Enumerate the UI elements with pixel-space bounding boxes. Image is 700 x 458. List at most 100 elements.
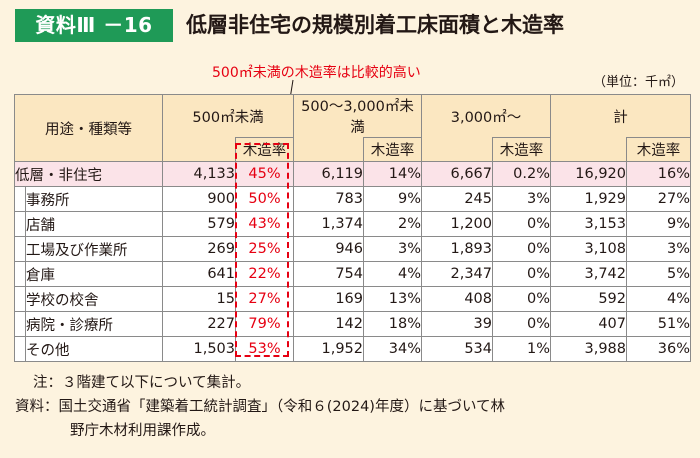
table-row: その他 1,503 53% 1,952 34% 534 1% 3,988 36% xyxy=(14,336,692,362)
table-cell: 5% xyxy=(626,261,692,287)
table-cell-highlight: 53% xyxy=(235,336,294,362)
table-cell: 169 xyxy=(293,286,364,312)
table-cell: 51% xyxy=(626,311,692,337)
table-cell: 269 xyxy=(162,236,236,262)
table-cell: 1,952 xyxy=(293,336,364,362)
table-cell: 946 xyxy=(293,236,364,262)
table-cell: 4,133 xyxy=(162,161,236,187)
table-cell: 3% xyxy=(363,236,422,262)
table-cell-highlight: 22% xyxy=(235,261,294,287)
table-cell: 754 xyxy=(293,261,364,287)
table-cell: 15 xyxy=(162,286,236,312)
table-cell: 534 xyxy=(421,336,493,362)
row-label: その他 xyxy=(25,336,163,362)
subheader-wood-rate: 木造率 xyxy=(491,137,552,162)
subheader-wood-rate: 木造率 xyxy=(363,137,422,162)
source-text: 資料：国土交通省「建築着工統計調査」（令和６(2024)年度）に基づいて林 xyxy=(15,399,506,415)
table-row: 学校の校舎 15 27% 169 13% 408 0% 592 4% xyxy=(14,286,692,312)
table-cell: 1,503 xyxy=(162,336,236,362)
table-cell: 6,119 xyxy=(293,161,364,187)
row-label: 病院・診療所 xyxy=(25,311,163,337)
table-cell: 2,347 xyxy=(421,261,493,287)
row-label: 学校の校舎 xyxy=(25,286,163,312)
table-cell: 1,200 xyxy=(421,211,493,237)
table-cell: 3,108 xyxy=(550,236,628,262)
table-cell: 783 xyxy=(293,186,364,212)
table-cell: 16,920 xyxy=(550,161,628,187)
table-cell: 3,742 xyxy=(550,261,628,287)
header-group-over-3000: 3,000㎡〜 xyxy=(420,94,552,138)
table-cell: 0% xyxy=(491,211,552,237)
header-group-500-3000: 500〜3,000㎡未満 xyxy=(293,94,422,138)
header-use: 用途・種類等 xyxy=(14,94,163,162)
table-cell: 592 xyxy=(550,286,628,312)
table-cell: 13% xyxy=(363,286,422,312)
table-cell: 39 xyxy=(421,311,493,337)
table-cell: 579 xyxy=(162,211,236,237)
source-text-continued: 野庁木材利用課作成。 xyxy=(70,423,215,439)
table-cell: 641 xyxy=(162,261,236,287)
table-cell: 18% xyxy=(363,311,422,337)
table-cell: 0% xyxy=(491,261,552,287)
table-row: 工場及び作業所 269 25% 946 3% 1,893 0% 3,108 3% xyxy=(14,236,692,262)
table-cell: 4% xyxy=(363,261,422,287)
table-row: 事務所 900 50% 783 9% 245 3% 1,929 27% xyxy=(14,186,692,212)
table-cell: 1,893 xyxy=(421,236,493,262)
table-cell: 9% xyxy=(626,211,692,237)
table-cell: 245 xyxy=(421,186,493,212)
table-cell: 14% xyxy=(363,161,422,187)
row-label: 倉庫 xyxy=(25,261,163,287)
table-cell-highlight: 27% xyxy=(235,286,294,312)
table-cell: 36% xyxy=(626,336,692,362)
row-label: 事務所 xyxy=(25,186,163,212)
note-text: 注：３階建て以下について集計。 xyxy=(33,375,251,391)
table-cell: 2% xyxy=(363,211,422,237)
table-cell-highlight: 45% xyxy=(235,161,294,187)
table-cell-highlight: 43% xyxy=(235,211,294,237)
subheader-wood-rate: 木造率 xyxy=(626,137,692,162)
page-title: 低層非住宅の規模別着工床面積と木造率 xyxy=(186,13,564,37)
notes: 注：３階建て以下について集計。 資料：国土交通省「建築着工統計調査」（令和６(2… xyxy=(15,371,505,443)
figure-number-badge: 資料Ⅲ －16 xyxy=(15,9,173,42)
header-group-total: 計 xyxy=(550,94,692,138)
table-cell: 34% xyxy=(363,336,422,362)
table-header-row: 用途・種類等 500㎡未満 500〜3,000㎡未満 3,000㎡〜 計 xyxy=(14,94,692,162)
table-cell: 3,988 xyxy=(550,336,628,362)
table-cell: 16% xyxy=(626,161,692,187)
table-cell: 9% xyxy=(363,186,422,212)
data-table: 用途・種類等 500㎡未満 500〜3,000㎡未満 3,000㎡〜 計 木造率… xyxy=(14,94,692,362)
table-cell: 0% xyxy=(491,236,552,262)
row-label: 低層・非住宅 xyxy=(14,161,163,187)
table-cell: 6,667 xyxy=(421,161,493,187)
table-cell-highlight: 50% xyxy=(235,186,294,212)
table-row-total: 低層・非住宅 4,133 45% 6,119 14% 6,667 0.2% 16… xyxy=(14,161,692,187)
table-cell: 0.2% xyxy=(491,161,552,187)
table-cell: 142 xyxy=(293,311,364,337)
table-cell: 0% xyxy=(491,311,552,337)
table-row: 病院・診療所 227 79% 142 18% 39 0% 407 51% xyxy=(14,311,692,337)
annotation-text: 500㎡未満の木造率は比較的高い xyxy=(212,65,421,81)
table-cell: 408 xyxy=(421,286,493,312)
table-cell: 3% xyxy=(491,186,552,212)
row-label: 工場及び作業所 xyxy=(25,236,163,262)
table-cell: 900 xyxy=(162,186,236,212)
table-cell-highlight: 79% xyxy=(235,311,294,337)
header-group-under-500: 500㎡未満 xyxy=(162,94,294,138)
table-cell: 227 xyxy=(162,311,236,337)
table-row: 店舗 579 43% 1,374 2% 1,200 0% 3,153 9% xyxy=(14,211,692,237)
table-cell: 3,153 xyxy=(550,211,628,237)
table-cell: 27% xyxy=(626,186,692,212)
subheader-wood-rate: 木造率 xyxy=(235,137,294,162)
table-cell: 1,929 xyxy=(550,186,628,212)
unit-label: （単位：千㎡） xyxy=(592,75,684,90)
table-subheader-row: 木造率 木造率 木造率 木造率 xyxy=(15,137,692,162)
table-cell: 407 xyxy=(550,311,628,337)
table-cell-highlight: 25% xyxy=(235,236,294,262)
table-cell: 1,374 xyxy=(293,211,364,237)
table-cell: 3% xyxy=(626,236,692,262)
table-row: 倉庫 641 22% 754 4% 2,347 0% 3,742 5% xyxy=(14,261,692,287)
title-bar: 資料Ⅲ －16 低層非住宅の規模別着工床面積と木造率 xyxy=(0,0,700,46)
table-cell: 0% xyxy=(491,286,552,312)
table-cell: 4% xyxy=(626,286,692,312)
row-label: 店舗 xyxy=(25,211,163,237)
